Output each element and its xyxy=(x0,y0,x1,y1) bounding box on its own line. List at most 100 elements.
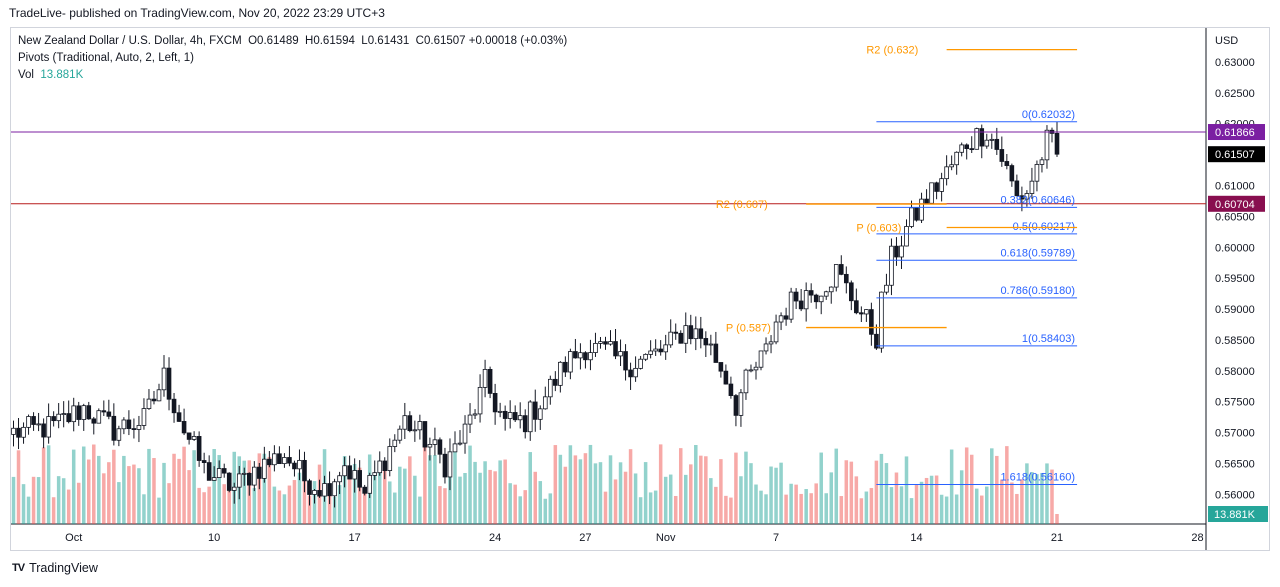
pivot-level-label: R2 (0.607) xyxy=(716,199,768,211)
volume-bar xyxy=(658,444,663,524)
candle-body xyxy=(828,286,834,293)
volume-legend[interactable]: Vol 13.881K xyxy=(18,69,83,81)
volume-bar xyxy=(764,494,768,524)
volume-bar xyxy=(51,497,56,524)
footer-brand[interactable]: TV TradingView xyxy=(12,561,98,575)
candle-body xyxy=(748,369,754,372)
candle-body xyxy=(768,341,774,345)
candle-body xyxy=(979,128,985,147)
volume-bar xyxy=(46,445,51,524)
fib-level-label: 1(0.58403) xyxy=(1022,333,1075,345)
volume-bar xyxy=(398,466,402,524)
volume-bar xyxy=(448,462,452,524)
candle-body xyxy=(743,369,749,394)
candle-body xyxy=(548,378,553,398)
volume-bar xyxy=(222,484,226,524)
volume-bar xyxy=(92,444,96,524)
time-axis-label: 24 xyxy=(489,532,501,544)
candle-body xyxy=(332,481,337,497)
candle-body xyxy=(723,370,729,385)
candle-body xyxy=(668,331,674,346)
price-badge-label: 0.61866 xyxy=(1215,127,1255,139)
volume-bar xyxy=(563,466,568,524)
chart-frame[interactable] xyxy=(10,27,1270,551)
volume-bar xyxy=(814,483,818,524)
candle-body xyxy=(1004,161,1010,166)
volume-bar xyxy=(603,491,608,524)
volume-bar xyxy=(162,462,166,524)
volume-bar xyxy=(282,494,287,524)
candle-body xyxy=(914,207,919,221)
candle-body xyxy=(713,343,719,363)
volume-bar xyxy=(418,496,422,524)
close-value: 0.61507 xyxy=(423,35,466,47)
volume-bar xyxy=(824,493,828,524)
volume-bar xyxy=(628,449,633,524)
volume-bar xyxy=(172,453,176,524)
volume-bar xyxy=(382,464,387,524)
volume-bar xyxy=(819,452,823,524)
candle-series xyxy=(11,121,1060,508)
candle-body xyxy=(136,425,142,430)
volume-bar xyxy=(794,484,798,524)
symbol-title[interactable]: New Zealand Dollar / U.S. Dollar, 4h, FX… xyxy=(18,35,242,47)
volume-bar xyxy=(553,445,558,524)
candle-body xyxy=(257,466,262,479)
candle-body xyxy=(919,198,924,221)
indicator-legend[interactable]: Pivots (Traditional, Auto, 2, Left, 1) xyxy=(18,52,194,64)
candle-body xyxy=(462,423,468,444)
volume-bar xyxy=(844,460,849,524)
volume-bar xyxy=(287,485,292,524)
candle-body xyxy=(623,351,628,371)
candle-body xyxy=(111,415,117,441)
volume-bar xyxy=(944,496,949,524)
candle-body xyxy=(287,457,292,464)
candle-body xyxy=(608,341,613,345)
candle-body xyxy=(1034,164,1040,182)
volume-bar xyxy=(202,492,206,524)
time-axis-label: 14 xyxy=(910,532,922,544)
candle-body xyxy=(216,468,222,478)
volume-bar xyxy=(859,498,864,524)
candle-body xyxy=(628,369,633,378)
candle-body xyxy=(618,351,623,357)
candle-body xyxy=(1024,193,1030,200)
volume-bar xyxy=(453,447,457,524)
change-value: +0.00018 (+0.03%) xyxy=(468,35,568,47)
volume-bar xyxy=(267,456,272,524)
candle-body xyxy=(894,245,899,258)
candle-body xyxy=(477,386,483,415)
candle-body xyxy=(407,415,413,432)
volume-bar xyxy=(523,490,527,524)
candle-body xyxy=(989,138,995,141)
candle-body xyxy=(633,367,638,378)
candle-body xyxy=(191,436,197,440)
candle-body xyxy=(56,413,61,422)
volume-bar xyxy=(1005,446,1009,524)
volume-bar xyxy=(618,462,623,524)
candle-body xyxy=(693,328,699,340)
volume-bar xyxy=(538,481,543,524)
volume-bar xyxy=(593,463,598,524)
candle-body xyxy=(91,418,97,424)
volume-bar xyxy=(1030,472,1034,524)
volume-bar xyxy=(995,455,999,524)
candle-body xyxy=(949,164,954,168)
candle-body xyxy=(563,361,568,373)
volume-bar xyxy=(87,459,91,524)
volume-bar xyxy=(212,449,216,524)
candle-body xyxy=(467,414,473,425)
volume-bar xyxy=(623,471,628,524)
volume-bar xyxy=(568,445,573,524)
time-axis-label: 17 xyxy=(349,532,361,544)
volume-bar xyxy=(744,451,748,524)
volume-bar xyxy=(207,486,211,524)
volume-bar xyxy=(1010,482,1014,524)
volume-bar xyxy=(1035,474,1039,524)
volume-bar xyxy=(779,462,783,524)
candle-body xyxy=(211,477,217,481)
volume-bar xyxy=(1055,514,1059,524)
candle-body xyxy=(708,343,714,346)
candle-body xyxy=(121,419,127,430)
